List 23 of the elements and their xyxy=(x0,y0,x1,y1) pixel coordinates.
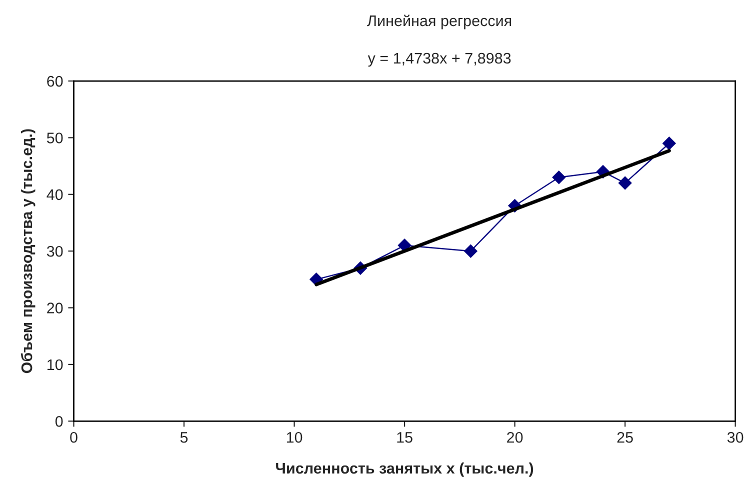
y-tick-label: 10 xyxy=(48,359,63,370)
y-tick-label: 40 xyxy=(46,189,63,200)
chart-subtitle: y = 1,4738x + 7,8983 xyxy=(368,52,511,67)
x-tick-label: 5 xyxy=(180,432,188,443)
x-axis-title: Численность занятых x (тыс.чел.) xyxy=(276,462,534,477)
point xyxy=(464,244,478,258)
y-tick-label: 0 xyxy=(55,416,63,427)
point xyxy=(618,176,632,190)
point xyxy=(662,136,676,150)
y-tick-label: 60 xyxy=(47,76,63,87)
x-tick-label: 15 xyxy=(397,432,412,443)
y-axis-title: Объем производства y (тыс.ед.) xyxy=(20,129,36,374)
x-tick-label: 10 xyxy=(286,432,302,443)
point xyxy=(552,170,566,184)
y-tick-label: 20 xyxy=(47,302,63,314)
x-tick-label: 20 xyxy=(507,432,523,443)
y-tick-label: 30 xyxy=(46,246,63,257)
chart-title: Линейная регрессия xyxy=(367,14,512,30)
y-tick-label: 50 xyxy=(46,132,63,144)
x-tick-label: 0 xyxy=(70,432,78,443)
x-tick-label: 25 xyxy=(617,432,633,443)
x-tick-label: 30 xyxy=(727,432,744,443)
point xyxy=(398,238,412,252)
